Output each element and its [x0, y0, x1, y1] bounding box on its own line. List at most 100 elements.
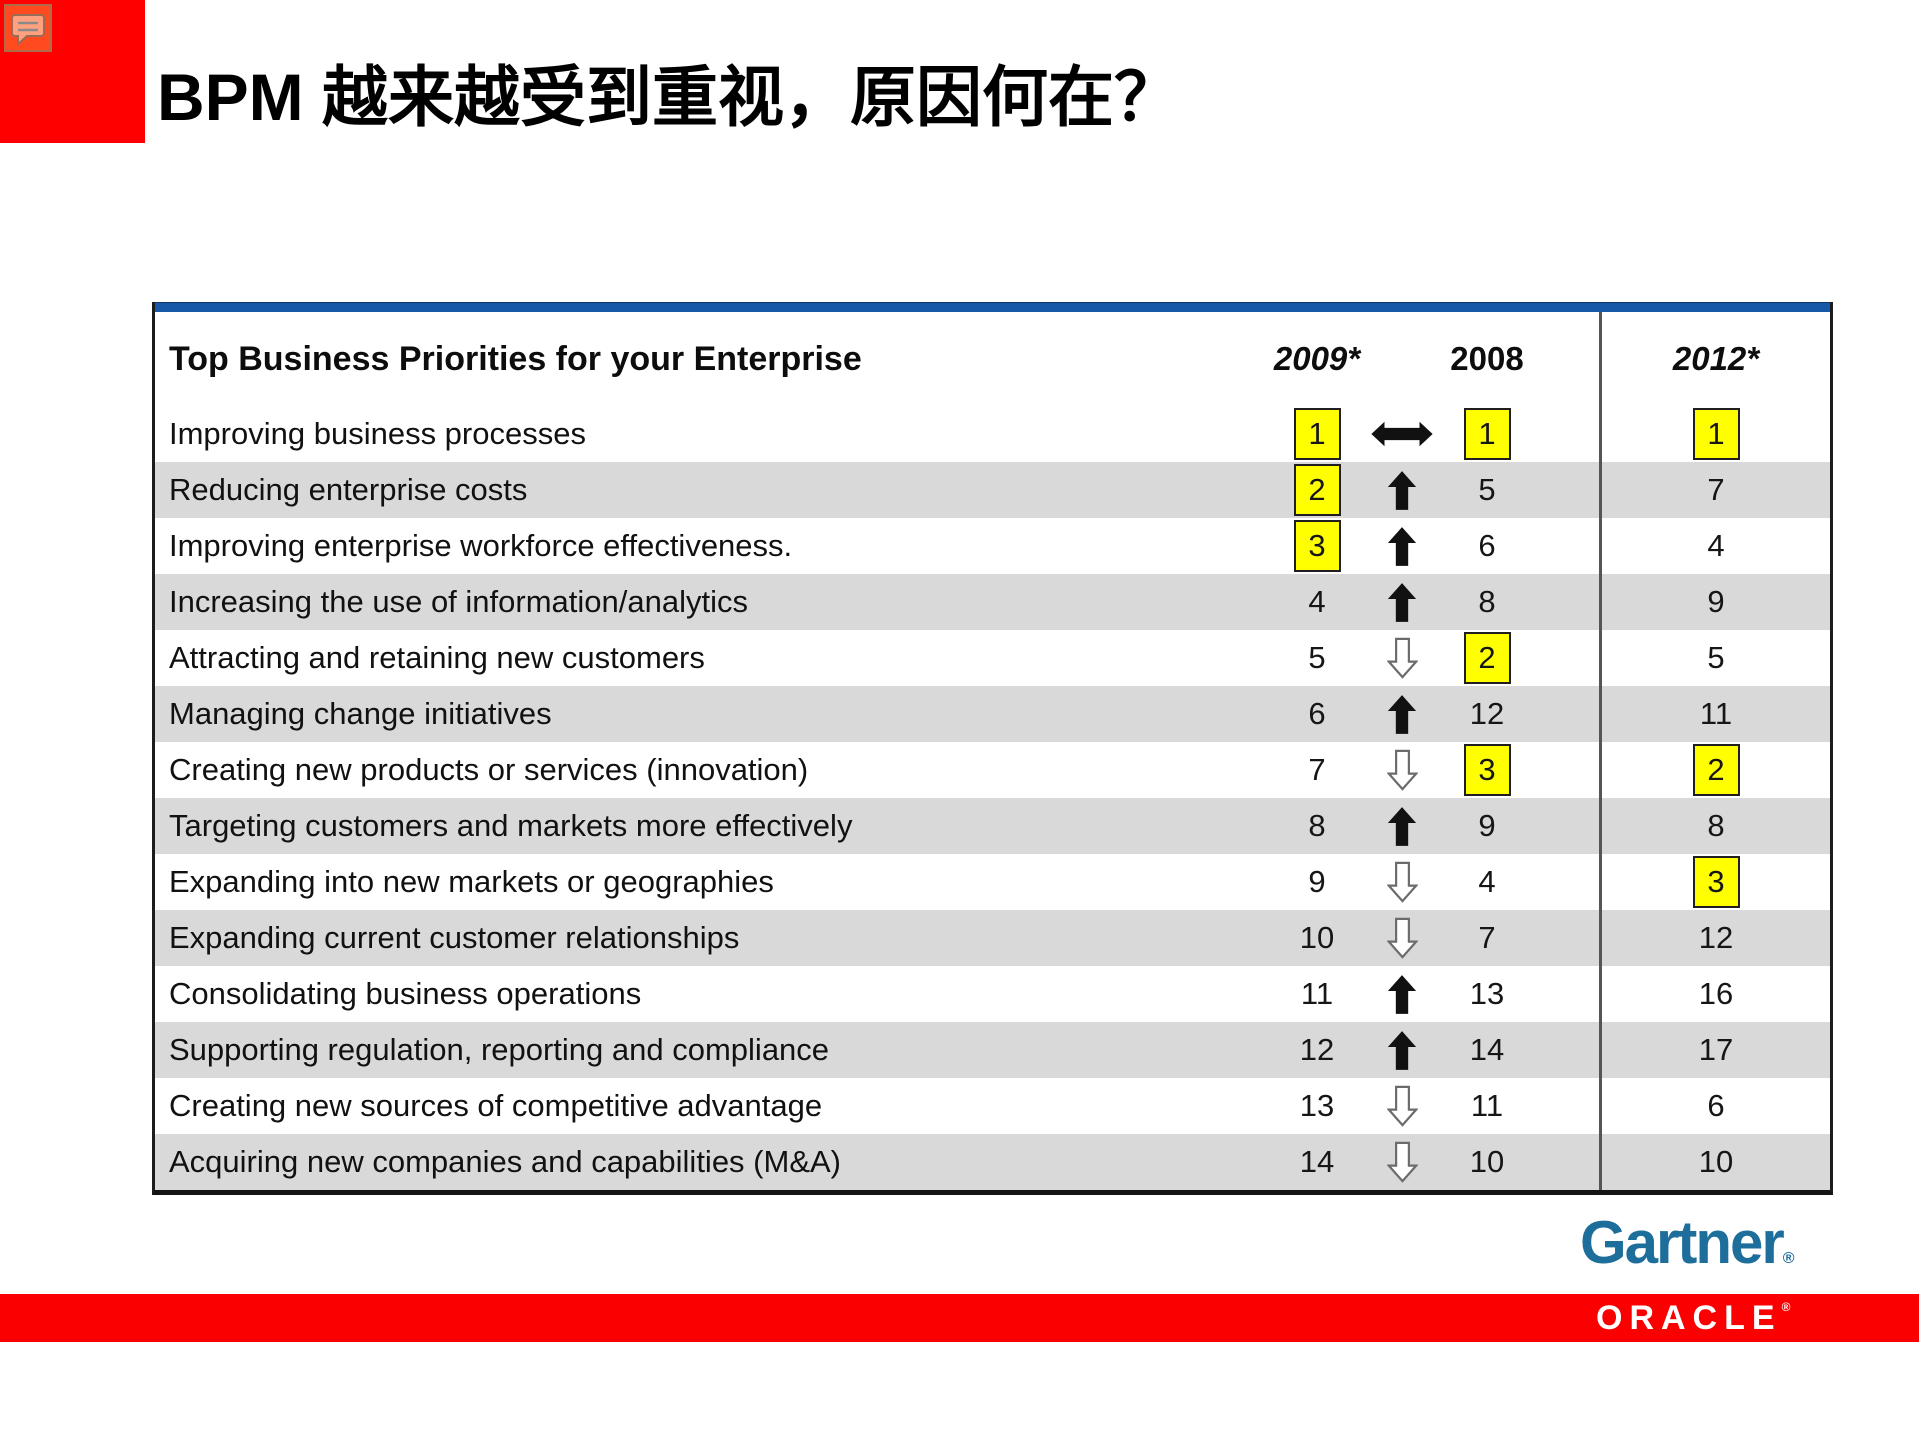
priority-cell: Increasing the use of information/analyt…: [169, 584, 748, 619]
trend-cell: [1369, 462, 1435, 518]
trend-down-arrow-icon: [1385, 749, 1419, 791]
rank-2012-value: 2: [1692, 744, 1740, 796]
rank-2008-cell: 8: [1435, 574, 1539, 630]
rank-2009-value: 3: [1293, 520, 1341, 572]
trend-down-arrow-icon: [1385, 637, 1419, 679]
rank-2012-value: 7: [1707, 472, 1725, 507]
table-header-2012: 2012*: [1599, 312, 1830, 406]
trend-down-arrow-icon: [1385, 917, 1419, 959]
rank-2012-cell: 6: [1599, 1078, 1830, 1134]
rank-2009-value: 12: [1299, 1032, 1335, 1067]
rank-2012-value: 16: [1698, 976, 1734, 1011]
table-header-row: Top Business Priorities for your Enterpr…: [155, 312, 1830, 406]
rank-2008-cell: 1: [1435, 406, 1539, 462]
rank-2008-cell: 14: [1435, 1022, 1539, 1078]
rank-2008-cell: 5: [1435, 462, 1539, 518]
rank-2009-cell: 6: [1265, 686, 1369, 742]
oracle-registered-mark: ®: [1781, 1300, 1791, 1314]
trend-cell: [1369, 854, 1435, 910]
rank-2012-value: 1: [1692, 408, 1740, 460]
trend-up-arrow-icon: [1387, 470, 1417, 511]
rank-2008-value: 4: [1478, 864, 1496, 899]
priorities-table-body: Improving business processes 1 1 1 Reduc…: [155, 406, 1830, 1190]
rank-2008-cell: 12: [1435, 686, 1539, 742]
rank-2012-value: 11: [1699, 696, 1733, 731]
table-row: Creating new sources of competitive adva…: [155, 1078, 1830, 1134]
rank-2012-value: 12: [1698, 920, 1734, 955]
rank-2008-value: 5: [1478, 472, 1496, 507]
rank-2012-cell: 1: [1599, 406, 1830, 462]
rank-2012-cell: 2: [1599, 742, 1830, 798]
rank-2009-value: 13: [1299, 1088, 1335, 1123]
rank-2008-value: 2: [1463, 632, 1511, 684]
oracle-logo-text: ORACLE: [1596, 1298, 1782, 1337]
rank-2009-cell: 8: [1265, 798, 1369, 854]
table-row: Expanding current customer relationships…: [155, 910, 1830, 966]
table-row: Supporting regulation, reporting and com…: [155, 1022, 1830, 1078]
trend-up-arrow-icon: [1387, 526, 1417, 567]
priority-cell: Expanding into new markets or geographie…: [169, 864, 774, 899]
rank-2008-value: 1: [1463, 408, 1511, 460]
priority-cell: Acquiring new companies and capabilities…: [169, 1144, 841, 1179]
rank-2009-value: 5: [1308, 640, 1326, 675]
trend-cell: [1369, 406, 1435, 462]
rank-2008-cell: 4: [1435, 854, 1539, 910]
rank-2009-cell: 5: [1265, 630, 1369, 686]
rank-2009-cell: 7: [1265, 742, 1369, 798]
trend-cell: [1369, 966, 1435, 1022]
trend-cell: [1369, 798, 1435, 854]
trend-up-arrow-icon: [1387, 974, 1417, 1015]
rank-2009-value: 11: [1300, 976, 1334, 1011]
rank-2009-value: 7: [1308, 752, 1326, 787]
trend-cell: [1369, 1022, 1435, 1078]
table-row: Improving enterprise workforce effective…: [155, 518, 1830, 574]
table-header-2008: 2008: [1450, 340, 1524, 377]
rank-2009-cell: 12: [1265, 1022, 1369, 1078]
gartner-registered-mark: ®: [1782, 1250, 1795, 1267]
priority-cell: Targeting customers and markets more eff…: [169, 808, 853, 843]
rank-2008-value: 10: [1469, 1144, 1505, 1179]
rank-2009-value: 6: [1308, 696, 1326, 731]
rank-2012-cell: 17: [1599, 1022, 1830, 1078]
rank-2009-value: 2: [1293, 464, 1341, 516]
trend-cell: [1369, 686, 1435, 742]
trend-cell: [1369, 1078, 1435, 1134]
trend-down-arrow-icon: [1385, 1085, 1419, 1127]
rank-2012-value: 17: [1698, 1032, 1734, 1067]
rank-2012-cell: 7: [1599, 462, 1830, 518]
trend-cell: [1369, 1134, 1435, 1190]
rank-2012-value: 9: [1707, 584, 1725, 619]
rank-2009-cell: 9: [1265, 854, 1369, 910]
rank-2012-cell: 11: [1599, 686, 1830, 742]
priority-cell: Creating new products or services (innov…: [169, 752, 809, 787]
trend-down-arrow-icon: [1385, 1141, 1419, 1183]
rank-2008-cell: 2: [1435, 630, 1539, 686]
rank-2012-cell: 10: [1599, 1134, 1830, 1190]
rank-2008-cell: 9: [1435, 798, 1539, 854]
rank-2009-cell: 4: [1265, 574, 1369, 630]
rank-2008-value: 9: [1478, 808, 1496, 843]
rank-2008-cell: 11: [1435, 1078, 1539, 1134]
priority-cell: Expanding current customer relationships: [169, 920, 740, 955]
rank-2009-value: 1: [1293, 408, 1341, 460]
table-row: Consolidating business operations 11 13 …: [155, 966, 1830, 1022]
rank-2009-cell: 14: [1265, 1134, 1369, 1190]
trend-cell: [1369, 910, 1435, 966]
trend-cell: [1369, 630, 1435, 686]
rank-2008-cell: 10: [1435, 1134, 1539, 1190]
rank-2009-cell: 13: [1265, 1078, 1369, 1134]
priority-cell: Creating new sources of competitive adva…: [169, 1088, 823, 1123]
rank-2008-value: 6: [1478, 528, 1496, 563]
table-row: Creating new products or services (innov…: [155, 742, 1830, 798]
table-row: Reducing enterprise costs 2 5 7: [155, 462, 1830, 518]
rank-2008-value: 13: [1469, 976, 1505, 1011]
table-header-priority: Top Business Priorities for your Enterpr…: [169, 339, 862, 378]
comment-icon[interactable]: [4, 4, 52, 52]
priority-cell: Improving enterprise workforce effective…: [169, 528, 793, 563]
table-row: Attracting and retaining new customers 5…: [155, 630, 1830, 686]
rank-2009-value: 10: [1299, 920, 1335, 955]
rank-2008-value: 11: [1470, 1088, 1504, 1123]
table-row: Improving business processes 1 1 1: [155, 406, 1830, 462]
trend-cell: [1369, 574, 1435, 630]
